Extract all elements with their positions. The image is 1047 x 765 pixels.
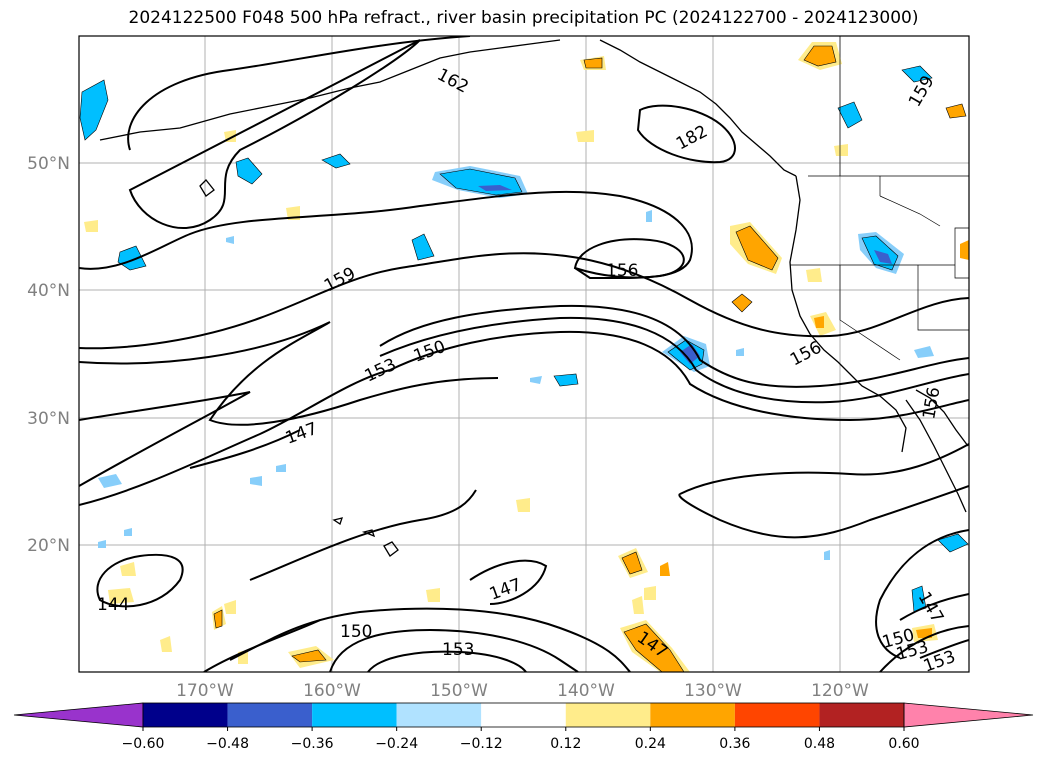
contour-label: 144 <box>97 595 129 615</box>
map-border <box>78 35 970 673</box>
colorbar-segment <box>819 703 904 727</box>
lon-label: 160°W <box>303 681 361 701</box>
lat-label: 40°N <box>27 281 70 301</box>
colorbar-segment <box>734 703 820 727</box>
lon-label: 120°W <box>811 681 869 701</box>
colorbar-segment <box>565 703 651 727</box>
refractivity-contours <box>79 36 969 672</box>
colorbar-tick-label: −0.24 <box>375 736 418 752</box>
colorbar-extend-right <box>903 702 1034 728</box>
lat-label: 20°N <box>27 536 70 556</box>
colorbar-segment <box>143 703 228 727</box>
gridlines <box>79 36 969 672</box>
colorbar-extend-left <box>13 702 144 728</box>
contour-label: 150 <box>340 622 372 642</box>
colorbar-tick-label: −0.60 <box>122 736 165 752</box>
lon-label: 130°W <box>684 681 742 701</box>
colorbar-tick-label: 0.12 <box>550 736 581 752</box>
lon-label: 140°W <box>557 681 615 701</box>
lat-label: 50°N <box>27 154 70 174</box>
colorbar-tick-label: 0.48 <box>804 736 835 752</box>
positive-precip-patches <box>84 42 969 672</box>
colorbar-segment <box>396 703 482 727</box>
latitude-labels: 50°N 40°N 30°N 20°N <box>27 154 70 556</box>
lon-label: 170°W <box>176 681 234 701</box>
colorbar-segment <box>312 703 397 727</box>
colorbar-tick-label: −0.48 <box>206 736 249 752</box>
colorbar-tick-label: 0.60 <box>888 736 919 752</box>
colorbar-tick-label: 0.24 <box>635 736 666 752</box>
colorbar-tick-label: −0.12 <box>460 736 503 752</box>
colorbar-segment <box>227 703 313 727</box>
colorbar-segment <box>481 703 566 727</box>
colorbar-border <box>142 702 905 728</box>
map-area <box>79 36 969 672</box>
contour-label: 153 <box>442 640 474 660</box>
contour-label: 156 <box>606 261 638 281</box>
political-borders <box>790 36 969 361</box>
colorbar-tick-label: 0.36 <box>719 736 750 752</box>
map-title: 2024122500 F048 500 hPa refract., river … <box>128 8 919 28</box>
lat-label: 30°N <box>27 409 70 429</box>
colorbar-tick-label: −0.36 <box>291 736 334 752</box>
longitude-labels: 170°W 160°W 150°W 140°W 130°W 120°W <box>176 681 869 701</box>
colorbar: −0.60 −0.48 −0.36 −0.24 −0.12 0.12 0.24 0.36 0.4… <box>13 702 1034 752</box>
coastlines <box>99 39 969 557</box>
lon-label: 150°W <box>430 681 488 701</box>
colorbar-segment <box>650 703 735 727</box>
